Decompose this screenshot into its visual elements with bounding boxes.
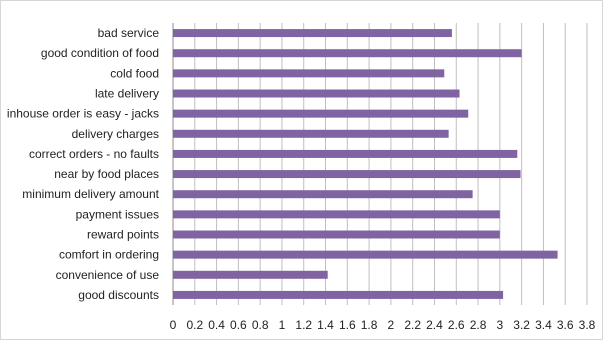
x-tick-label: 2.2	[404, 318, 421, 332]
x-tick-label: 3.8	[579, 318, 596, 332]
bar	[173, 109, 469, 118]
category-label: near by food places	[54, 167, 159, 181]
x-tick-label: 0	[170, 318, 177, 332]
category-label: correct orders - no faults	[29, 147, 159, 161]
bar	[173, 89, 460, 98]
x-tick-label: 3.6	[557, 318, 574, 332]
category-label: good discounts	[78, 288, 159, 302]
x-tick-label: 0.4	[208, 318, 225, 332]
category-label: cold food	[110, 66, 159, 80]
x-tick-label: 1.6	[339, 318, 356, 332]
x-tick-label: 2.4	[426, 318, 443, 332]
bar	[173, 210, 500, 219]
x-tick-label: 0.2	[186, 318, 203, 332]
x-tick-label: 2	[388, 318, 395, 332]
category-label: good condition of food	[41, 46, 159, 60]
bar	[173, 29, 452, 38]
category-label: payment issues	[76, 207, 159, 221]
bar	[173, 250, 558, 259]
category-label: bad service	[98, 26, 160, 40]
category-label: inhouse order is easy - jacks	[7, 107, 159, 121]
bar	[173, 290, 504, 299]
x-tick-label: 0.8	[252, 318, 269, 332]
bars	[173, 29, 558, 299]
x-tick-label: 0.6	[230, 318, 247, 332]
category-label: comfort in ordering	[59, 248, 159, 262]
x-tick-label: 3.2	[513, 318, 530, 332]
x-tick-label: 2.6	[448, 318, 465, 332]
bar	[173, 270, 328, 279]
bar	[173, 129, 449, 138]
x-tick-labels: 0 0.2 0.4 0.6 0.8 1 1.2 1.4 1.6 1.8 2 2.2 2.4 2.6 2.8 3…	[170, 318, 596, 332]
x-tick-label: 1.4	[317, 318, 334, 332]
x-tick-label: 1.8	[361, 318, 378, 332]
bar	[173, 69, 445, 78]
category-label: delivery charges	[72, 127, 159, 141]
bar	[173, 230, 500, 239]
grid-lines	[172, 23, 588, 305]
bar	[173, 190, 473, 199]
category-labels: bad service good condition of food cold fo…	[7, 26, 160, 302]
category-label: reward points	[87, 228, 159, 242]
bar	[173, 149, 518, 158]
category-label: convenience of use	[56, 268, 160, 282]
x-tick-label: 1	[279, 318, 286, 332]
x-tick-label: 1.2	[295, 318, 312, 332]
x-tick-label: 3.4	[535, 318, 552, 332]
bar	[173, 49, 522, 58]
x-tick-label: 3	[496, 318, 503, 332]
category-label: minimum delivery amount	[22, 187, 159, 201]
x-tick-label: 2.8	[470, 318, 487, 332]
bar	[173, 170, 521, 179]
category-label: late delivery	[95, 87, 159, 101]
